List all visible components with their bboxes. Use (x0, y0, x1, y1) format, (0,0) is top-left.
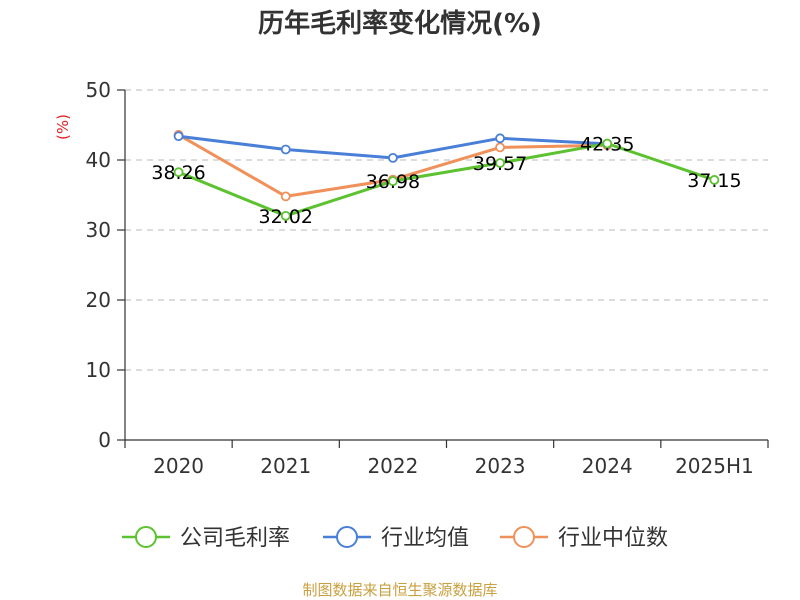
data-label: 37.15 (687, 170, 741, 192)
y-tick-label: 0 (98, 428, 111, 452)
y-tick-label: 30 (86, 218, 111, 242)
data-label: 38.26 (151, 162, 205, 184)
series-line (177, 142, 716, 218)
legend-swatch-marker (135, 526, 157, 548)
x-tick-label: 2020 (153, 454, 204, 478)
legend-label: 公司毛利率 (180, 526, 290, 551)
axes: 0 10 20 30 40 50 2020 2021 2022 2023 2024 2025H1 (86, 78, 769, 478)
data-point (173, 131, 184, 142)
data-point (709, 175, 720, 185)
data-label: 32.02 (259, 206, 313, 228)
series-lines (173, 129, 720, 221)
data-point (495, 142, 505, 153)
data-source-note: 制图数据来自恒生聚源数据库 (302, 581, 497, 599)
legend-swatch-marker (336, 526, 358, 548)
legend-label: 行业中位数 (558, 526, 668, 551)
data-labels: 38.26 32.02 36.98 39.57 42.35 37.15 (151, 134, 741, 228)
data-point (280, 144, 291, 155)
data-label: 39.57 (473, 153, 527, 175)
x-tick-label: 2023 (475, 454, 526, 478)
data-point (388, 152, 398, 163)
x-tick-label: 2022 (367, 454, 418, 478)
y-unit-label: (%) (54, 114, 72, 140)
chart-title: 历年毛利率变化情况(%) (258, 8, 542, 39)
data-point (388, 176, 398, 187)
x-tick-label: 2024 (582, 454, 633, 478)
data-label: 42.35 (580, 134, 634, 156)
grid-lines (125, 89, 768, 371)
data-point (280, 191, 291, 202)
legend-swatch-marker (513, 526, 535, 548)
x-tick-label: 2021 (260, 454, 311, 478)
data-point (173, 167, 184, 178)
legend-label: 行业均值 (381, 526, 469, 551)
y-tick-label: 20 (86, 288, 111, 312)
legend: 公司毛利率 行业均值 行业中位数 (122, 526, 668, 551)
data-point (602, 138, 613, 149)
y-tick-label: 10 (86, 358, 111, 382)
data-point (280, 210, 291, 221)
x-tick-label: 2025H1 (675, 454, 754, 478)
data-label: 36.98 (366, 171, 420, 193)
data-point (495, 158, 505, 168)
y-tick-label: 50 (86, 78, 111, 102)
y-tick-label: 40 (86, 148, 111, 172)
data-point (495, 133, 505, 144)
